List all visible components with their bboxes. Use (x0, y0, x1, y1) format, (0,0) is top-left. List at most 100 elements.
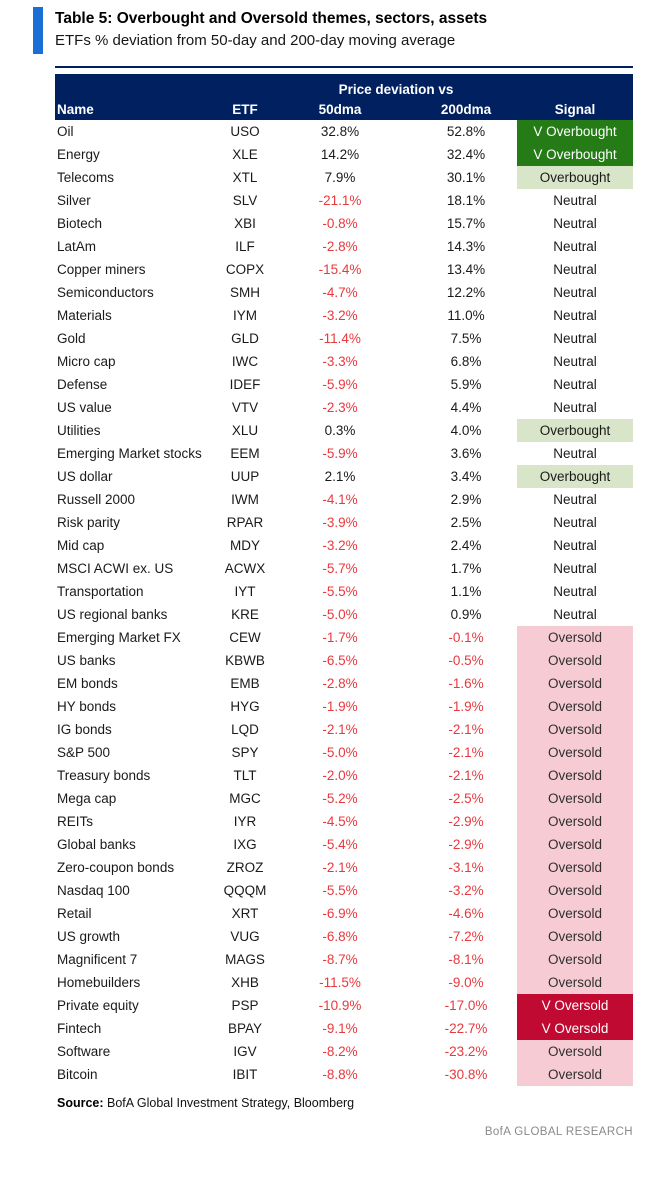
row-200dma-value: -2.1% (448, 768, 484, 783)
row-signal-badge: Neutral (553, 239, 597, 254)
row-name: Defense (57, 377, 108, 392)
row-name: Copper miners (57, 262, 146, 277)
row-50dma-value: -2.8% (322, 239, 358, 254)
row-signal-badge: Oversold (517, 902, 633, 925)
row-200dma-value: 3.4% (450, 469, 482, 484)
row-signal-badge: Neutral (553, 561, 597, 576)
row-name: Biotech (57, 216, 103, 231)
row-signal-badge: V Overbought (517, 143, 633, 166)
row-etf-ticker: GLD (231, 331, 259, 346)
row-200dma-value: -17.0% (444, 998, 488, 1013)
row-etf-ticker: IYM (232, 308, 257, 323)
row-name: Magnificent 7 (57, 952, 138, 967)
row-etf-ticker: EEM (230, 446, 260, 461)
row-200dma-value: -0.5% (448, 653, 484, 668)
row-name: Gold (57, 331, 86, 346)
row-signal-badge: Neutral (553, 492, 597, 507)
table-row: Emerging Market stocks EEM -5.9% 3.6% Neutra… (55, 442, 633, 465)
row-etf-ticker: PSP (231, 998, 259, 1013)
row-etf-ticker: VTV (231, 400, 259, 415)
row-etf-ticker: USO (230, 124, 260, 139)
row-etf-ticker: ACWX (224, 561, 266, 576)
row-signal-badge: Neutral (553, 607, 597, 622)
row-name: Semiconductors (57, 285, 154, 300)
row-50dma-value: -2.8% (322, 676, 358, 691)
table-row: US banks KBWB -6.5% -0.5% Oversold (55, 649, 633, 672)
row-etf-ticker: MGC (229, 791, 261, 806)
row-200dma-value: 11.0% (447, 308, 485, 323)
row-etf-ticker: SMH (230, 285, 260, 300)
row-50dma-value: -4.5% (322, 814, 358, 829)
column-header-50dma: 50dma (275, 99, 405, 120)
table-row: Magnificent 7 MAGS -8.7% -8.1% Oversold (55, 948, 633, 971)
table-row: Software IGV -8.2% -23.2% Oversold (55, 1040, 633, 1063)
row-200dma-value: 2.5% (450, 515, 482, 530)
row-200dma-value: 1.7% (450, 561, 482, 576)
row-name: Transportation (57, 584, 144, 599)
table-row: LatAm ILF -2.8% 14.3% Neutral (55, 235, 633, 258)
row-name: US value (57, 400, 112, 415)
row-name: REITs (57, 814, 94, 829)
row-name: LatAm (57, 239, 97, 254)
table-title-block: Table 5: Overbought and Oversold themes,… (0, 0, 650, 54)
row-signal-badge: Neutral (553, 193, 597, 208)
row-name: Treasury bonds (57, 768, 151, 783)
row-200dma-value: -30.8% (444, 1067, 488, 1082)
table-row: MSCI ACWI ex. US ACWX -5.7% 1.7% Neutral (55, 557, 633, 580)
row-50dma-value: -1.7% (322, 630, 358, 645)
row-signal-badge: Neutral (553, 354, 597, 369)
row-signal-badge: Oversold (517, 626, 633, 649)
row-name: US banks (57, 653, 116, 668)
row-etf-ticker: VUG (230, 929, 260, 944)
row-name: Risk parity (57, 515, 121, 530)
table-row: Global banks IXG -5.4% -2.9% Oversold (55, 833, 633, 856)
etf-deviation-table-wrap: Price deviation vs Name ETF 50dma 200dma… (55, 66, 633, 1086)
table-row: Transportation IYT -5.5% 1.1% Neutral (55, 580, 633, 603)
accent-bar (33, 7, 43, 54)
source-text: BofA Global Investment Strategy, Bloombe… (103, 1096, 355, 1110)
row-name: Emerging Market stocks (57, 446, 202, 461)
row-50dma-value: -10.9% (318, 998, 362, 1013)
row-etf-ticker: IBIT (232, 1067, 258, 1082)
row-200dma-value: 3.6% (450, 446, 482, 461)
row-200dma-value: 0.9% (450, 607, 482, 622)
row-200dma-value: 12.2% (446, 285, 486, 300)
row-name: MSCI ACWI ex. US (57, 561, 174, 576)
row-etf-ticker: KRE (231, 607, 259, 622)
row-name: Utilities (57, 423, 101, 438)
row-50dma-value: -6.8% (322, 929, 358, 944)
table-row: Homebuilders XHB -11.5% -9.0% Oversold (55, 971, 633, 994)
table-row: Treasury bonds TLT -2.0% -2.1% Oversold (55, 764, 633, 787)
row-signal-badge: Neutral (553, 584, 597, 599)
row-50dma-value: -2.1% (322, 860, 358, 875)
row-50dma-value: -3.2% (322, 308, 358, 323)
row-etf-ticker: IGV (233, 1044, 257, 1059)
table-body: Oil USO 32.8% 52.8% V Overbought Energy XLE 14.… (55, 120, 633, 1086)
row-50dma-value: -8.7% (322, 952, 358, 967)
source-label: Source: (57, 1096, 104, 1110)
bofa-global-research-label: BofA GLOBAL RESEARCH (484, 1126, 633, 1138)
row-200dma-value: 5.9% (450, 377, 482, 392)
row-50dma-value: -11.5% (319, 975, 361, 990)
row-etf-ticker: SLV (232, 193, 258, 208)
group-header-row: Price deviation vs (55, 74, 633, 99)
table-title: Table 5: Overbought and Oversold themes,… (55, 10, 488, 27)
row-200dma-value: 4.4% (450, 400, 482, 415)
row-name: EM bonds (57, 676, 118, 691)
row-signal-badge: Oversold (517, 856, 633, 879)
row-name: Materials (57, 308, 112, 323)
source-note: Source: BofA Global Investment Strategy,… (57, 1096, 650, 1110)
row-50dma-value: -2.0% (322, 768, 358, 783)
row-etf-ticker: XRT (231, 906, 259, 921)
row-name: Nasdaq 100 (57, 883, 130, 898)
row-name: Fintech (57, 1021, 102, 1036)
table-row: REITs IYR -4.5% -2.9% Oversold (55, 810, 633, 833)
row-etf-ticker: RPAR (226, 515, 264, 530)
table-row: Gold GLD -11.4% 7.5% Neutral (55, 327, 633, 350)
row-name: US dollar (57, 469, 113, 484)
row-200dma-value: 1.1% (450, 584, 482, 599)
row-name: Emerging Market FX (57, 630, 181, 645)
row-50dma-value: -8.2% (322, 1044, 358, 1059)
row-signal-badge: Oversold (517, 764, 633, 787)
row-signal-badge: Oversold (517, 879, 633, 902)
